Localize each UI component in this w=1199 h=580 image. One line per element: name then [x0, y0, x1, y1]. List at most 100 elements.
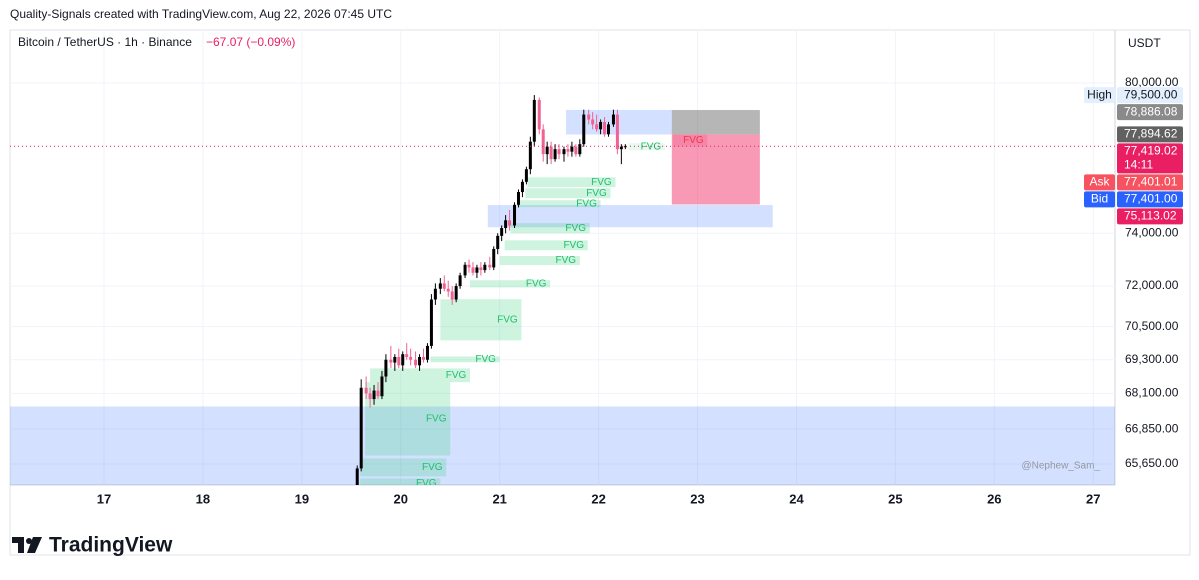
- candle-body: [553, 149, 557, 160]
- price-label-box: [1117, 126, 1183, 143]
- price-label-box: [1117, 104, 1183, 121]
- price-label-box: [1117, 191, 1183, 208]
- candle-body: [615, 114, 619, 150]
- countdown: 14:11: [1124, 158, 1153, 172]
- zone-label: FVG: [422, 462, 443, 473]
- zone-label: FVG: [563, 240, 584, 251]
- change-label: −67.07 (−0.09%): [206, 35, 295, 49]
- y-tick-label: 66,850.00: [1125, 421, 1179, 435]
- candle-body: [442, 283, 446, 289]
- x-tick-label: 22: [591, 491, 605, 506]
- candle-body: [446, 288, 450, 292]
- price-label: 77,419.02: [1124, 144, 1178, 158]
- zone-label: FVG: [416, 478, 437, 489]
- zone-label: FVG: [683, 135, 704, 146]
- price-label-box: [1117, 174, 1183, 191]
- candle-body: [463, 264, 467, 276]
- price-tag: Ask: [1089, 175, 1110, 189]
- candle-body: [557, 149, 561, 155]
- zone: [525, 188, 611, 199]
- candle-body: [380, 376, 384, 397]
- watermark: @Nephew_Sam_: [1021, 461, 1100, 472]
- zone: [504, 240, 588, 251]
- candle-body: [611, 114, 615, 125]
- candle-body: [570, 146, 574, 152]
- candle-body: [364, 387, 368, 394]
- price-tag-box: [1084, 191, 1115, 208]
- zone-label: FVG: [426, 413, 447, 424]
- candle-body: [516, 192, 520, 205]
- candle-body: [578, 144, 582, 155]
- price-tag: High: [1087, 87, 1112, 101]
- candle-body: [513, 204, 517, 226]
- x-tick-label: 24: [789, 491, 804, 506]
- y-tick-label: 74,000.00: [1125, 225, 1179, 239]
- candle-body: [401, 354, 405, 366]
- logo-mark: [27, 537, 42, 553]
- candle-body: [368, 393, 372, 400]
- candle-body: [454, 286, 458, 300]
- zone: [672, 134, 708, 147]
- logo-mark: [12, 537, 24, 553]
- currency: USDT: [1128, 36, 1161, 50]
- price-label-box: [1117, 143, 1183, 174]
- candle-body: [471, 267, 475, 273]
- zone-label: FVG: [641, 141, 662, 152]
- axes: 80,000.00 74,000.00 72,000.00 70,500.00 69,3…: [97, 75, 1179, 506]
- candle-body: [607, 124, 611, 135]
- candle-body: [483, 264, 487, 271]
- y-tick-label: 65,650.00: [1125, 456, 1179, 470]
- x-tick-label: 18: [196, 491, 210, 506]
- candle-body: [450, 291, 454, 300]
- candle-body: [566, 149, 570, 152]
- candle-body: [372, 390, 376, 400]
- candle-body: [414, 359, 418, 366]
- zone-label: FVG: [526, 278, 547, 289]
- candle-body: [467, 264, 471, 268]
- zone-label: FVG: [565, 223, 586, 234]
- zone: [499, 256, 580, 266]
- y-tick-label: 69,300.00: [1125, 352, 1179, 366]
- zone: [671, 110, 760, 135]
- candle-body: [397, 356, 401, 366]
- candle-body: [409, 356, 413, 360]
- candle-body: [532, 99, 536, 142]
- brand-name: TradingView: [49, 534, 173, 557]
- y-tick-label: 68,100.00: [1125, 386, 1179, 400]
- zone: [370, 368, 471, 383]
- zone: [518, 200, 601, 208]
- x-tick-label: 25: [888, 491, 902, 506]
- candle-body: [524, 169, 528, 182]
- zone-label: FVG: [497, 314, 518, 325]
- price-label: 75,113.02: [1124, 209, 1177, 223]
- x-tick-label: 26: [987, 491, 1001, 506]
- zone-label: FVG: [556, 255, 577, 266]
- price-tag: Bid: [1091, 192, 1108, 206]
- candle-body: [389, 359, 393, 363]
- candle-body: [479, 267, 483, 271]
- candle-body: [492, 248, 496, 268]
- zone: [440, 299, 522, 341]
- candle-body: [623, 146, 627, 148]
- pane-border: [9, 29, 1191, 556]
- price-label: 77,401.00: [1124, 192, 1178, 206]
- logo-mark: [26, 538, 32, 544]
- price-label-box: [1117, 87, 1183, 104]
- zone: [470, 280, 551, 288]
- price-tag-box: [1084, 174, 1115, 191]
- candle-body: [458, 275, 462, 287]
- candle-body: [355, 468, 359, 485]
- candle-body: [429, 299, 433, 346]
- zone: [527, 177, 616, 188]
- x-tick-label: 23: [690, 491, 704, 506]
- candle-body: [595, 124, 599, 130]
- zone-label: FVG: [475, 354, 496, 365]
- zone: [360, 458, 447, 477]
- x-tick-label: 17: [97, 491, 111, 506]
- x-tick-label: 19: [295, 491, 309, 506]
- price-tag-box: [1084, 87, 1115, 104]
- candle-body: [438, 283, 442, 289]
- y-tick-label: 72,000.00: [1125, 278, 1179, 292]
